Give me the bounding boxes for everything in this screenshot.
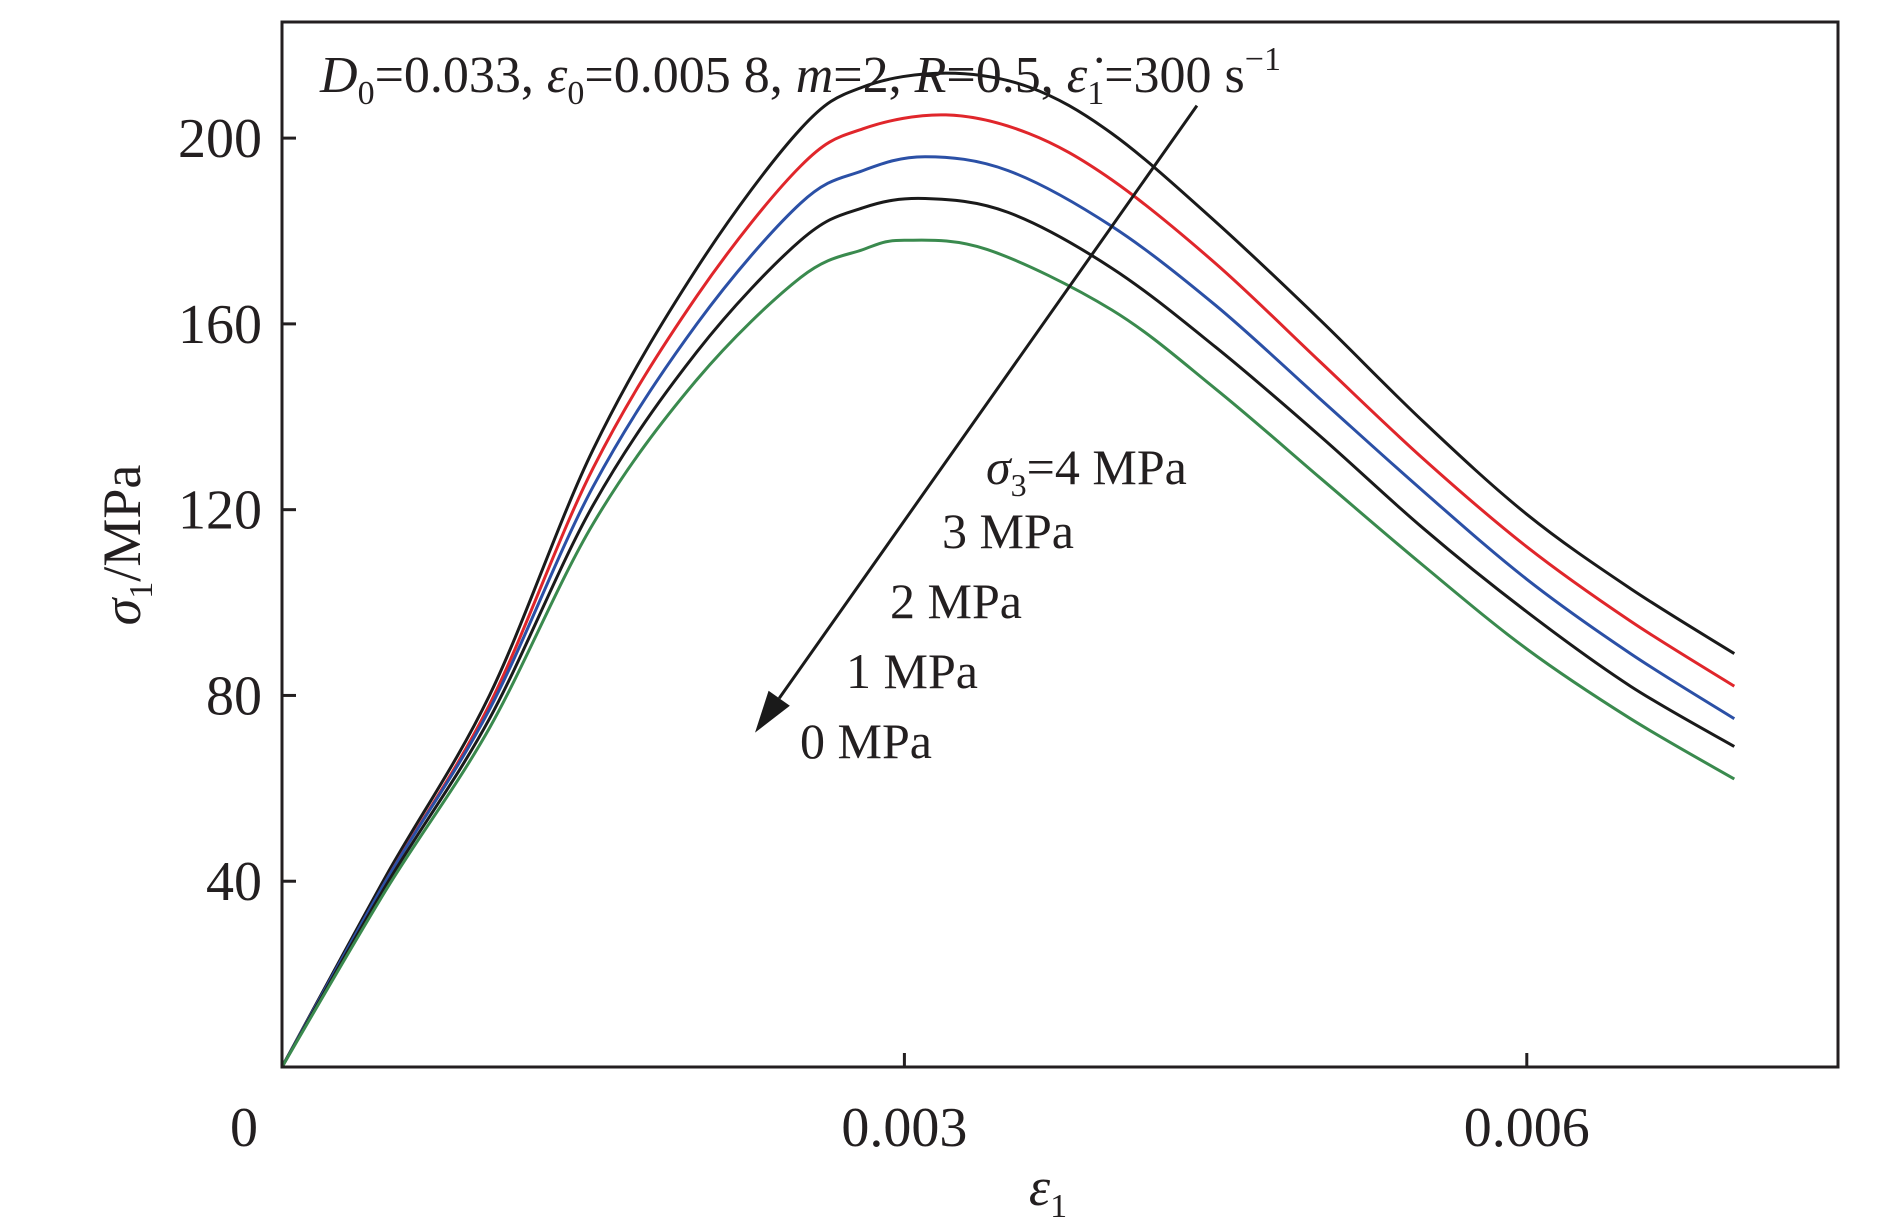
parameter-text: D0=0.033, ε0=0.005 8, m=2, R=0.5, ε̇1=30… bbox=[319, 41, 1281, 112]
annotation-0mpa: 0 MPa bbox=[800, 713, 932, 769]
y-axis-title: σ1/MPa bbox=[92, 465, 160, 626]
y-tick-label-160: 160 bbox=[178, 294, 262, 356]
annotation-4mpa: σ3=4 MPa bbox=[986, 439, 1187, 503]
y-tick-label-200: 200 bbox=[178, 108, 262, 170]
annotation-3mpa: 3 MPa bbox=[942, 503, 1074, 559]
y-tick-label-80: 80 bbox=[206, 665, 262, 727]
x-axis-title: ε1 bbox=[1029, 1157, 1067, 1219]
annotation-1mpa: 1 MPa bbox=[846, 643, 978, 699]
arrow-head bbox=[755, 690, 790, 733]
series-line-0 bbox=[280, 71, 1736, 1068]
series-layer bbox=[280, 71, 1736, 1068]
series-line-1 bbox=[280, 113, 1736, 1068]
y-tick-label-40: 40 bbox=[206, 851, 262, 913]
arrow-shaft bbox=[777, 104, 1199, 700]
tick-layer: 40 80 120 160 200 0.003 0.006 bbox=[178, 108, 1590, 1159]
x-tick-label-0.006: 0.006 bbox=[1464, 1097, 1590, 1159]
series-line-3 bbox=[280, 196, 1736, 1068]
series-line-2 bbox=[280, 155, 1736, 1068]
y-tick-label-120: 120 bbox=[178, 480, 262, 542]
series-line-4 bbox=[280, 238, 1736, 1068]
annotation-2mpa: 2 MPa bbox=[890, 573, 1022, 629]
origin-label: 0 bbox=[230, 1097, 258, 1159]
x-tick-label-0.003: 0.003 bbox=[841, 1097, 967, 1159]
plot-frame bbox=[280, 20, 1840, 1069]
